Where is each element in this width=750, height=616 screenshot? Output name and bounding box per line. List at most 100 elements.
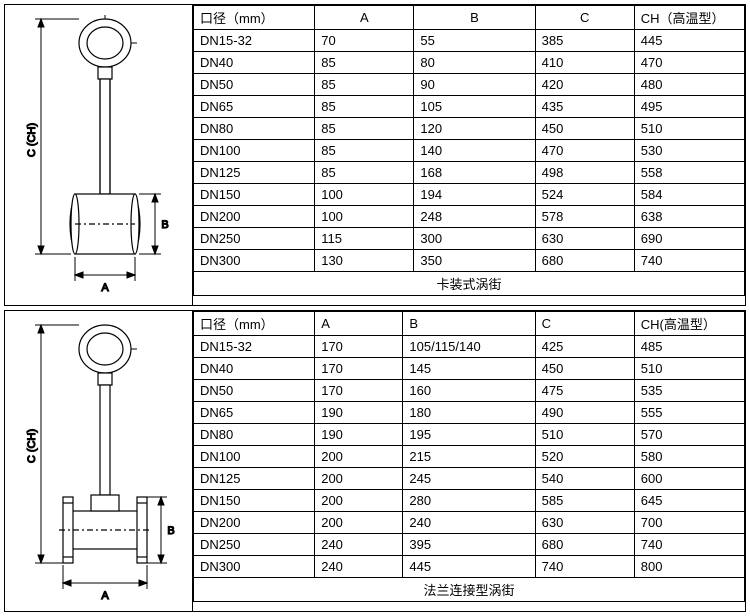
table-row: DN8085120450510: [194, 118, 745, 140]
cell-d: DN250: [194, 534, 315, 556]
table-caption-row: 卡装式涡街: [194, 272, 745, 296]
table-row: DN50170160475535: [194, 380, 745, 402]
table-row: DN508590420480: [194, 74, 745, 96]
cell-d: DN200: [194, 512, 315, 534]
col-ch: CH（高温型）: [634, 6, 744, 30]
cell-c: 520: [535, 446, 634, 468]
cell-ch: 530: [634, 140, 744, 162]
cell-ch: 555: [634, 402, 744, 424]
cell-b: 55: [414, 30, 535, 52]
col-c: C: [535, 312, 634, 336]
cell-a: 170: [315, 358, 403, 380]
cell-ch: 580: [634, 446, 744, 468]
cell-c: 510: [535, 424, 634, 446]
cell-c: 385: [535, 30, 634, 52]
cell-d: DN15-32: [194, 30, 315, 52]
cell-a: 200: [315, 468, 403, 490]
cell-d: DN40: [194, 358, 315, 380]
col-c: C: [535, 6, 634, 30]
flange-meter-drawing: C (CH) B A: [5, 311, 193, 611]
table-row: DN250240395680740: [194, 534, 745, 556]
cell-d: DN150: [194, 490, 315, 512]
cell-a: 85: [315, 140, 414, 162]
table-row: DN300240445740800: [194, 556, 745, 578]
cell-ch: 535: [634, 380, 744, 402]
cell-b: 445: [403, 556, 535, 578]
table-header-row: 口径（mm） A B C CH(高温型）: [194, 312, 745, 336]
diagram-wafer: C (CH) B A: [5, 5, 193, 305]
cell-ch: 584: [634, 184, 744, 206]
cell-ch: 558: [634, 162, 744, 184]
cell-a: 240: [315, 556, 403, 578]
cell-c: 524: [535, 184, 634, 206]
cell-ch: 690: [634, 228, 744, 250]
table-row: DN15-327055385445: [194, 30, 745, 52]
cell-a: 100: [315, 206, 414, 228]
cell-d: DN80: [194, 118, 315, 140]
cell-b: 105/115/140: [403, 336, 535, 358]
cell-a: 70: [315, 30, 414, 52]
table-row: DN150100194524584: [194, 184, 745, 206]
cell-ch: 510: [634, 118, 744, 140]
cell-d: DN40: [194, 52, 315, 74]
cell-ch: 645: [634, 490, 744, 512]
cell-b: 245: [403, 468, 535, 490]
cell-ch: 800: [634, 556, 744, 578]
table-row: DN200100248578638: [194, 206, 745, 228]
col-diameter: 口径（mm）: [194, 312, 315, 336]
cell-d: DN125: [194, 468, 315, 490]
cell-c: 498: [535, 162, 634, 184]
cell-b: 160: [403, 380, 535, 402]
dim-label-a: A: [101, 282, 109, 294]
cell-c: 740: [535, 556, 634, 578]
col-diameter: 口径（mm）: [194, 6, 315, 30]
cell-a: 85: [315, 118, 414, 140]
table-header-row: 口径（mm） A B C CH（高温型）: [194, 6, 745, 30]
table-row: DN250115300630690: [194, 228, 745, 250]
cell-d: DN250: [194, 228, 315, 250]
cell-ch: 510: [634, 358, 744, 380]
cell-d: DN300: [194, 250, 315, 272]
cell-c: 680: [535, 250, 634, 272]
cell-d: DN150: [194, 184, 315, 206]
cell-b: 280: [403, 490, 535, 512]
cell-b: 215: [403, 446, 535, 468]
cell-c: 420: [535, 74, 634, 96]
diagram-flange: C (CH) B A: [5, 311, 193, 611]
cell-ch: 638: [634, 206, 744, 228]
cell-b: 90: [414, 74, 535, 96]
cell-ch: 480: [634, 74, 744, 96]
cell-c: 630: [535, 228, 634, 250]
cell-c: 680: [535, 534, 634, 556]
cell-d: DN65: [194, 402, 315, 424]
table-row: DN125200245540600: [194, 468, 745, 490]
col-a: A: [315, 6, 414, 30]
cell-ch: 600: [634, 468, 744, 490]
cell-c: 578: [535, 206, 634, 228]
cell-a: 190: [315, 402, 403, 424]
cell-ch: 485: [634, 336, 744, 358]
cell-ch: 470: [634, 52, 744, 74]
cell-d: DN80: [194, 424, 315, 446]
table-row: DN12585168498558: [194, 162, 745, 184]
cell-ch: 495: [634, 96, 744, 118]
cell-ch: 700: [634, 512, 744, 534]
table-row: DN10085140470530: [194, 140, 745, 162]
cell-c: 540: [535, 468, 634, 490]
cell-c: 450: [535, 118, 634, 140]
cell-a: 200: [315, 490, 403, 512]
cell-c: 450: [535, 358, 634, 380]
cell-a: 115: [315, 228, 414, 250]
cell-a: 130: [315, 250, 414, 272]
cell-b: 248: [414, 206, 535, 228]
cell-c: 425: [535, 336, 634, 358]
table-row: DN408580410470: [194, 52, 745, 74]
cell-b: 180: [403, 402, 535, 424]
table-row: DN80190195510570: [194, 424, 745, 446]
cell-d: DN300: [194, 556, 315, 578]
panel-flange-type: C (CH) B A: [4, 310, 746, 612]
dim-label-c: C (CH): [26, 123, 38, 157]
table-wafer: 口径（mm） A B C CH（高温型） DN15-327055385445DN…: [193, 5, 745, 305]
cell-a: 85: [315, 74, 414, 96]
wafer-meter-drawing: C (CH) B A: [5, 5, 193, 305]
